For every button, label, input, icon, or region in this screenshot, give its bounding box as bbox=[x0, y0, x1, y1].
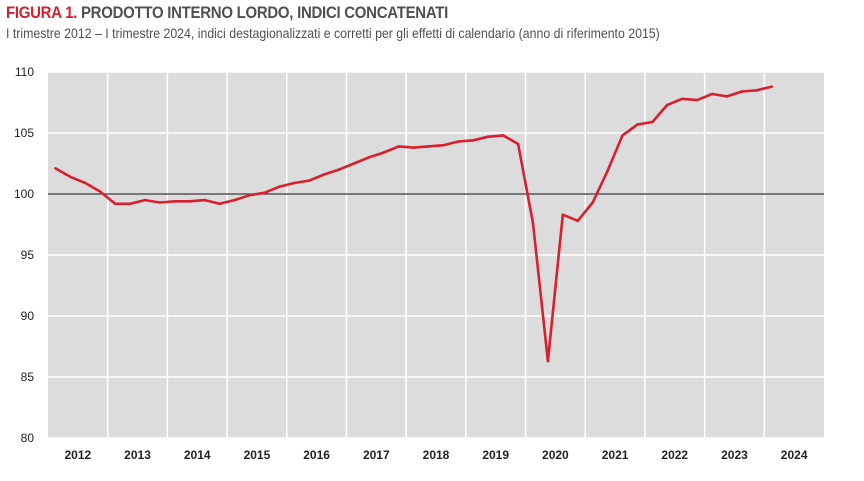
data-point bbox=[113, 202, 117, 206]
x-tick-label: 2018 bbox=[423, 448, 450, 462]
data-point bbox=[69, 175, 72, 179]
data-point bbox=[651, 120, 654, 124]
x-tick-label: 2017 bbox=[363, 448, 390, 462]
data-point bbox=[248, 193, 251, 197]
data-point bbox=[143, 198, 147, 202]
data-point bbox=[457, 140, 460, 143]
data-point bbox=[307, 179, 311, 182]
data-point bbox=[292, 181, 296, 185]
data-point bbox=[84, 181, 87, 185]
x-tick-label: 2012 bbox=[64, 448, 91, 462]
figure-label: FIGURA 1. bbox=[6, 3, 78, 22]
data-point bbox=[636, 123, 639, 126]
data-point bbox=[337, 168, 341, 171]
data-point bbox=[591, 201, 594, 204]
data-point bbox=[352, 162, 356, 165]
data-point bbox=[322, 173, 326, 176]
x-tick-label: 2014 bbox=[184, 448, 211, 462]
data-point bbox=[621, 134, 624, 137]
x-tick-label: 2020 bbox=[542, 448, 569, 462]
y-tick-label: 85 bbox=[21, 370, 35, 384]
data-point bbox=[367, 156, 371, 159]
data-point bbox=[755, 89, 759, 92]
data-point bbox=[606, 169, 609, 173]
x-tick-label: 2022 bbox=[661, 448, 688, 462]
data-point bbox=[561, 213, 565, 217]
data-point bbox=[472, 139, 475, 142]
data-point bbox=[263, 191, 266, 195]
data-point bbox=[278, 185, 281, 188]
chart-title: FIGURA 1. PRODOTTO INTERNO LORDO, INDICI… bbox=[6, 3, 448, 23]
x-tick-label: 2019 bbox=[482, 448, 509, 462]
data-point bbox=[501, 134, 505, 137]
x-tick-label: 2021 bbox=[602, 448, 629, 462]
x-tick-label: 2016 bbox=[303, 448, 330, 462]
x-tick-label: 2015 bbox=[244, 448, 271, 462]
data-point bbox=[442, 143, 445, 147]
y-tick-label: 105 bbox=[14, 126, 34, 140]
x-tick-label: 2023 bbox=[721, 448, 748, 462]
data-point bbox=[576, 219, 580, 223]
data-point bbox=[531, 221, 535, 225]
data-point bbox=[412, 146, 415, 149]
data-point bbox=[382, 151, 386, 154]
data-point bbox=[233, 198, 236, 202]
data-point bbox=[666, 103, 669, 107]
x-tick-label: 2013 bbox=[124, 448, 151, 462]
title-text: PRODOTTO INTERNO LORDO, INDICI CONCATENA… bbox=[80, 3, 449, 22]
data-point bbox=[725, 95, 729, 98]
data-point bbox=[770, 85, 774, 88]
data-point bbox=[486, 135, 490, 138]
data-point bbox=[203, 198, 206, 202]
y-tick-label: 100 bbox=[14, 187, 34, 201]
x-tick-label: 2024 bbox=[781, 448, 808, 462]
chart-subtitle: I trimestre 2012 – I trimestre 2024, ind… bbox=[6, 25, 660, 41]
data-point bbox=[397, 145, 400, 148]
data-point bbox=[173, 200, 177, 203]
data-point bbox=[54, 167, 57, 170]
y-tick-label: 110 bbox=[15, 65, 34, 79]
data-point bbox=[680, 97, 684, 101]
data-point bbox=[740, 90, 744, 93]
data-point bbox=[98, 190, 102, 193]
data-point bbox=[218, 202, 221, 206]
data-point bbox=[695, 98, 699, 102]
data-point bbox=[427, 145, 430, 148]
data-point bbox=[710, 92, 714, 96]
data-point bbox=[516, 142, 520, 146]
y-tick-label: 80 bbox=[21, 431, 35, 445]
y-tick-label: 95 bbox=[21, 248, 35, 262]
y-tick-label: 90 bbox=[21, 309, 35, 323]
data-point bbox=[128, 202, 132, 206]
data-point bbox=[188, 200, 192, 203]
data-point bbox=[546, 359, 550, 363]
data-point bbox=[158, 201, 162, 204]
